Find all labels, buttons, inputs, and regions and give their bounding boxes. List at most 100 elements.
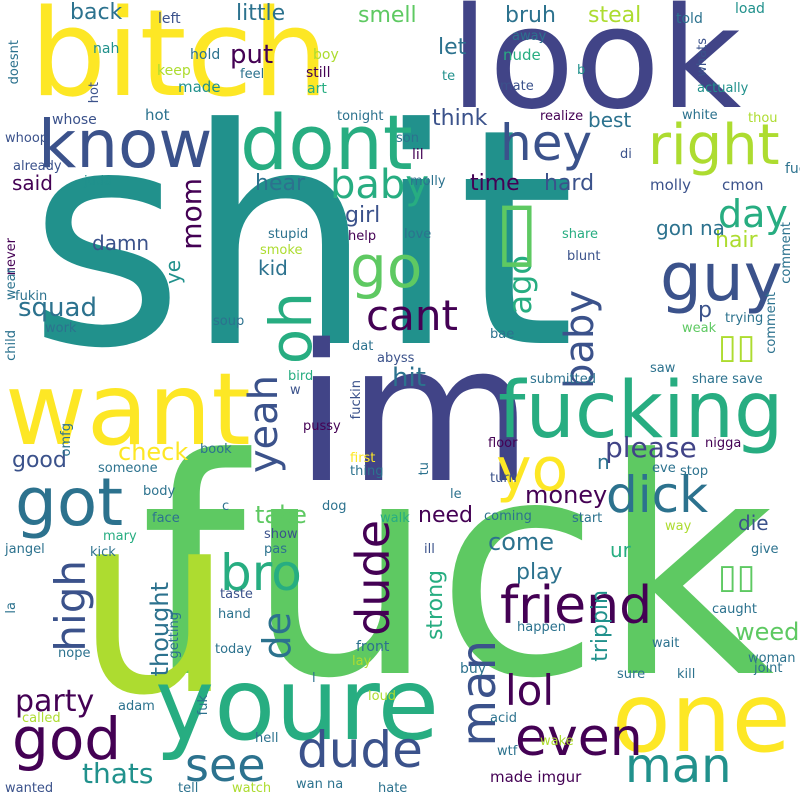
word-steal: steal (588, 3, 642, 28)
word-front: front (356, 639, 390, 655)
word-show: show (264, 527, 298, 542)
word-doesnt: hot (145, 106, 170, 124)
word-blunt: blunt (567, 249, 601, 264)
word-c: c (222, 499, 230, 514)
word-le: le (450, 487, 462, 502)
word-wan-na: wan na (296, 777, 344, 792)
word-whoop: son (396, 131, 419, 146)
word-mary: mary (103, 529, 137, 544)
word-turn: turn (490, 471, 517, 486)
word-right: right (648, 113, 780, 178)
word-still: art (307, 81, 327, 97)
word-stupid: help (348, 229, 377, 244)
word-someone: someone (98, 461, 158, 476)
word-hate: hate (378, 781, 408, 796)
word-comment: comment (764, 292, 779, 354)
word-u: u (75, 459, 234, 750)
word-de: de (255, 612, 299, 660)
word-abyss: abyss (377, 351, 415, 366)
word-molly-1: molly (650, 176, 692, 194)
word-pussy: pussy (303, 419, 341, 434)
word-wake: wake (540, 734, 574, 749)
word-left: told (676, 11, 703, 27)
word-check: check (118, 438, 189, 466)
word-dog: dog (322, 499, 347, 514)
word-go: go (350, 233, 423, 301)
word-getting: getting (167, 612, 182, 659)
word-n: p (698, 298, 712, 323)
word-nigga: nigga (705, 436, 742, 451)
word-start: start (572, 511, 603, 526)
word-little: little (236, 1, 286, 26)
glyph-box-pair-2: ▯▯ (718, 557, 756, 597)
word-away: whats (695, 38, 710, 77)
word-coming: coming (484, 509, 532, 524)
word-nude: away (512, 29, 547, 44)
word-made: mate (500, 79, 534, 94)
word-work: work (45, 321, 77, 336)
word-mom: mom (175, 178, 208, 250)
word-im: im (295, 304, 533, 525)
word-hold: nah (93, 41, 120, 57)
word-son: lil (412, 147, 424, 163)
word-stop: stop (680, 464, 709, 479)
word-sure: sure (617, 667, 646, 682)
word-art: made (178, 78, 221, 96)
word-weed: weed (735, 618, 800, 646)
word-wanted: wanted (5, 781, 54, 796)
word-white: thou (748, 111, 778, 126)
word-molly-2: cmon (722, 176, 764, 194)
word-load: left (158, 11, 181, 27)
word-mate: te (442, 69, 456, 84)
word-first: first (350, 451, 376, 466)
word-way: way (665, 519, 692, 534)
word-know: know (38, 106, 213, 183)
word-juda: molly (410, 174, 446, 189)
word-girl: girl (345, 203, 381, 228)
word-oh: oh (257, 292, 325, 365)
word-yo: yo (496, 435, 569, 505)
glyph-box-pair-1: ▯▯ (718, 327, 756, 367)
word-ye: ur (610, 538, 631, 562)
word-please: please (605, 431, 697, 464)
word-actually: doesnt (7, 40, 22, 85)
word-strong: strong (423, 570, 448, 641)
word-love: share (562, 227, 599, 242)
word-made-imgur: made imgur (490, 768, 582, 786)
word-lol: even (515, 708, 643, 768)
word-look: look (450, 0, 742, 141)
word-submitted: submitted (530, 372, 596, 387)
word-thats: thats (82, 757, 154, 790)
word-hard: hard (544, 171, 595, 196)
word-lil: di (620, 147, 632, 162)
word-realize: white (682, 108, 718, 123)
word-trippin: trippin (588, 590, 613, 662)
word-smoke: smoke (260, 243, 303, 258)
word-fucking: fucking (498, 366, 784, 456)
word-tu: tu (417, 462, 432, 476)
word-good: good (12, 448, 67, 473)
word-yeah: yeah (241, 375, 287, 474)
word-hair: hair (715, 228, 758, 253)
word-la: la (4, 602, 19, 614)
word-trying: trying (725, 311, 764, 326)
word-high: high (46, 560, 95, 652)
word-jangel: jangel (5, 542, 45, 557)
word-di: already (13, 159, 62, 174)
word-whose: tonight (337, 109, 384, 124)
word-share: comment (779, 222, 794, 284)
word-woman: woman (748, 651, 796, 666)
word-bird: bird (288, 369, 314, 384)
word-kick: kick (90, 545, 116, 560)
word-play: play (516, 560, 563, 585)
word-ill: ill (424, 542, 435, 557)
word-te: b (577, 63, 586, 78)
word-dude: dude (297, 721, 423, 779)
word-today: today (215, 642, 252, 657)
word-kill: kill (677, 667, 696, 682)
word-acid: acid (490, 711, 517, 726)
word-wtf: wtf (497, 744, 518, 759)
word-omfg: omfg (59, 423, 74, 457)
word-happen: happen (517, 620, 566, 635)
word-dat: dat (352, 339, 374, 354)
